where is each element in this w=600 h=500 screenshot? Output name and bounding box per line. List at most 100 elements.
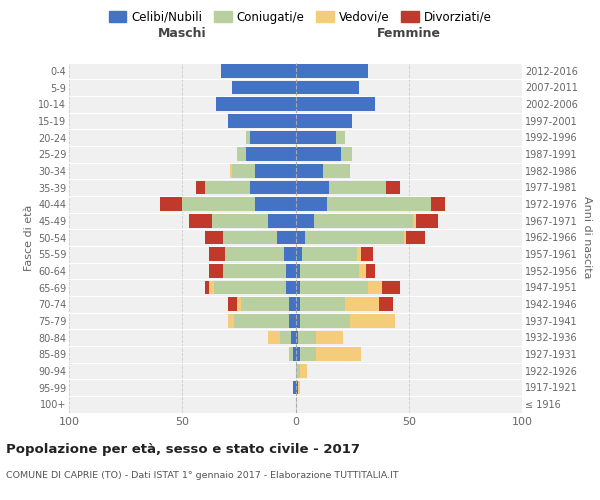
- Bar: [296, 298, 300, 311]
- Bar: [227, 114, 296, 128]
- Bar: [280, 330, 291, 344]
- Bar: [212, 214, 268, 228]
- Legend: Celibi/Nubili, Coniugati/e, Vedovi/e, Divorziati/e: Celibi/Nubili, Coniugati/e, Vedovi/e, Di…: [104, 6, 496, 28]
- Bar: [300, 264, 359, 278]
- Bar: [323, 164, 350, 177]
- Text: Maschi: Maschi: [158, 27, 206, 40]
- Bar: [296, 230, 305, 244]
- Bar: [382, 280, 400, 294]
- Bar: [209, 248, 225, 261]
- Bar: [293, 348, 296, 361]
- Bar: [268, 330, 280, 344]
- Bar: [305, 230, 404, 244]
- Bar: [296, 314, 300, 328]
- Bar: [296, 248, 302, 261]
- Bar: [296, 380, 298, 394]
- Bar: [296, 64, 368, 78]
- Text: Popolazione per età, sesso e stato civile - 2017: Popolazione per età, sesso e stato civil…: [6, 442, 360, 456]
- Text: COMUNE DI CAPRIE (TO) - Dati ISTAT 1° gennaio 2017 - Elaborazione TUTTITALIA.IT: COMUNE DI CAPRIE (TO) - Dati ISTAT 1° ge…: [6, 471, 398, 480]
- Bar: [296, 130, 336, 144]
- Bar: [205, 230, 223, 244]
- Bar: [291, 330, 296, 344]
- Bar: [289, 298, 296, 311]
- Bar: [189, 214, 212, 228]
- Bar: [316, 330, 343, 344]
- Bar: [277, 230, 296, 244]
- Bar: [300, 364, 307, 378]
- Bar: [298, 330, 316, 344]
- Bar: [413, 214, 416, 228]
- Bar: [230, 164, 232, 177]
- Bar: [209, 264, 223, 278]
- Bar: [216, 98, 296, 111]
- Bar: [284, 248, 296, 261]
- Bar: [336, 130, 346, 144]
- Bar: [406, 230, 425, 244]
- Bar: [196, 180, 205, 194]
- Bar: [160, 198, 182, 211]
- Bar: [227, 298, 236, 311]
- Bar: [346, 298, 379, 311]
- Bar: [250, 180, 296, 194]
- Bar: [286, 264, 296, 278]
- Bar: [431, 198, 445, 211]
- Bar: [361, 248, 373, 261]
- Bar: [416, 214, 438, 228]
- Bar: [296, 198, 327, 211]
- Bar: [225, 248, 284, 261]
- Bar: [268, 214, 296, 228]
- Y-axis label: Anni di nascita: Anni di nascita: [581, 196, 592, 278]
- Y-axis label: Fasce di età: Fasce di età: [23, 204, 34, 270]
- Bar: [223, 264, 286, 278]
- Bar: [359, 264, 366, 278]
- Bar: [296, 330, 298, 344]
- Bar: [302, 248, 356, 261]
- Bar: [182, 198, 255, 211]
- Bar: [223, 230, 277, 244]
- Bar: [296, 148, 341, 161]
- Bar: [245, 130, 250, 144]
- Bar: [255, 198, 296, 211]
- Bar: [350, 314, 395, 328]
- Bar: [379, 298, 393, 311]
- Bar: [205, 180, 250, 194]
- Bar: [356, 248, 361, 261]
- Bar: [296, 98, 375, 111]
- Bar: [368, 280, 382, 294]
- Bar: [296, 114, 352, 128]
- Bar: [296, 214, 314, 228]
- Bar: [250, 130, 296, 144]
- Bar: [316, 348, 361, 361]
- Bar: [386, 180, 400, 194]
- Bar: [300, 298, 346, 311]
- Bar: [296, 80, 359, 94]
- Bar: [296, 180, 329, 194]
- Bar: [235, 314, 289, 328]
- Bar: [214, 280, 286, 294]
- Bar: [241, 298, 289, 311]
- Bar: [314, 214, 413, 228]
- Bar: [205, 280, 209, 294]
- Bar: [329, 180, 386, 194]
- Bar: [298, 380, 300, 394]
- Bar: [286, 280, 296, 294]
- Bar: [255, 164, 296, 177]
- Bar: [245, 148, 296, 161]
- Bar: [236, 298, 241, 311]
- Bar: [209, 280, 214, 294]
- Bar: [289, 348, 293, 361]
- Bar: [232, 164, 255, 177]
- Bar: [296, 164, 323, 177]
- Bar: [296, 364, 300, 378]
- Bar: [232, 80, 296, 94]
- Bar: [300, 314, 350, 328]
- Bar: [221, 64, 296, 78]
- Bar: [366, 264, 375, 278]
- Bar: [227, 314, 235, 328]
- Bar: [300, 280, 368, 294]
- Bar: [327, 198, 431, 211]
- Bar: [236, 148, 245, 161]
- Bar: [296, 280, 300, 294]
- Bar: [296, 348, 300, 361]
- Bar: [341, 148, 352, 161]
